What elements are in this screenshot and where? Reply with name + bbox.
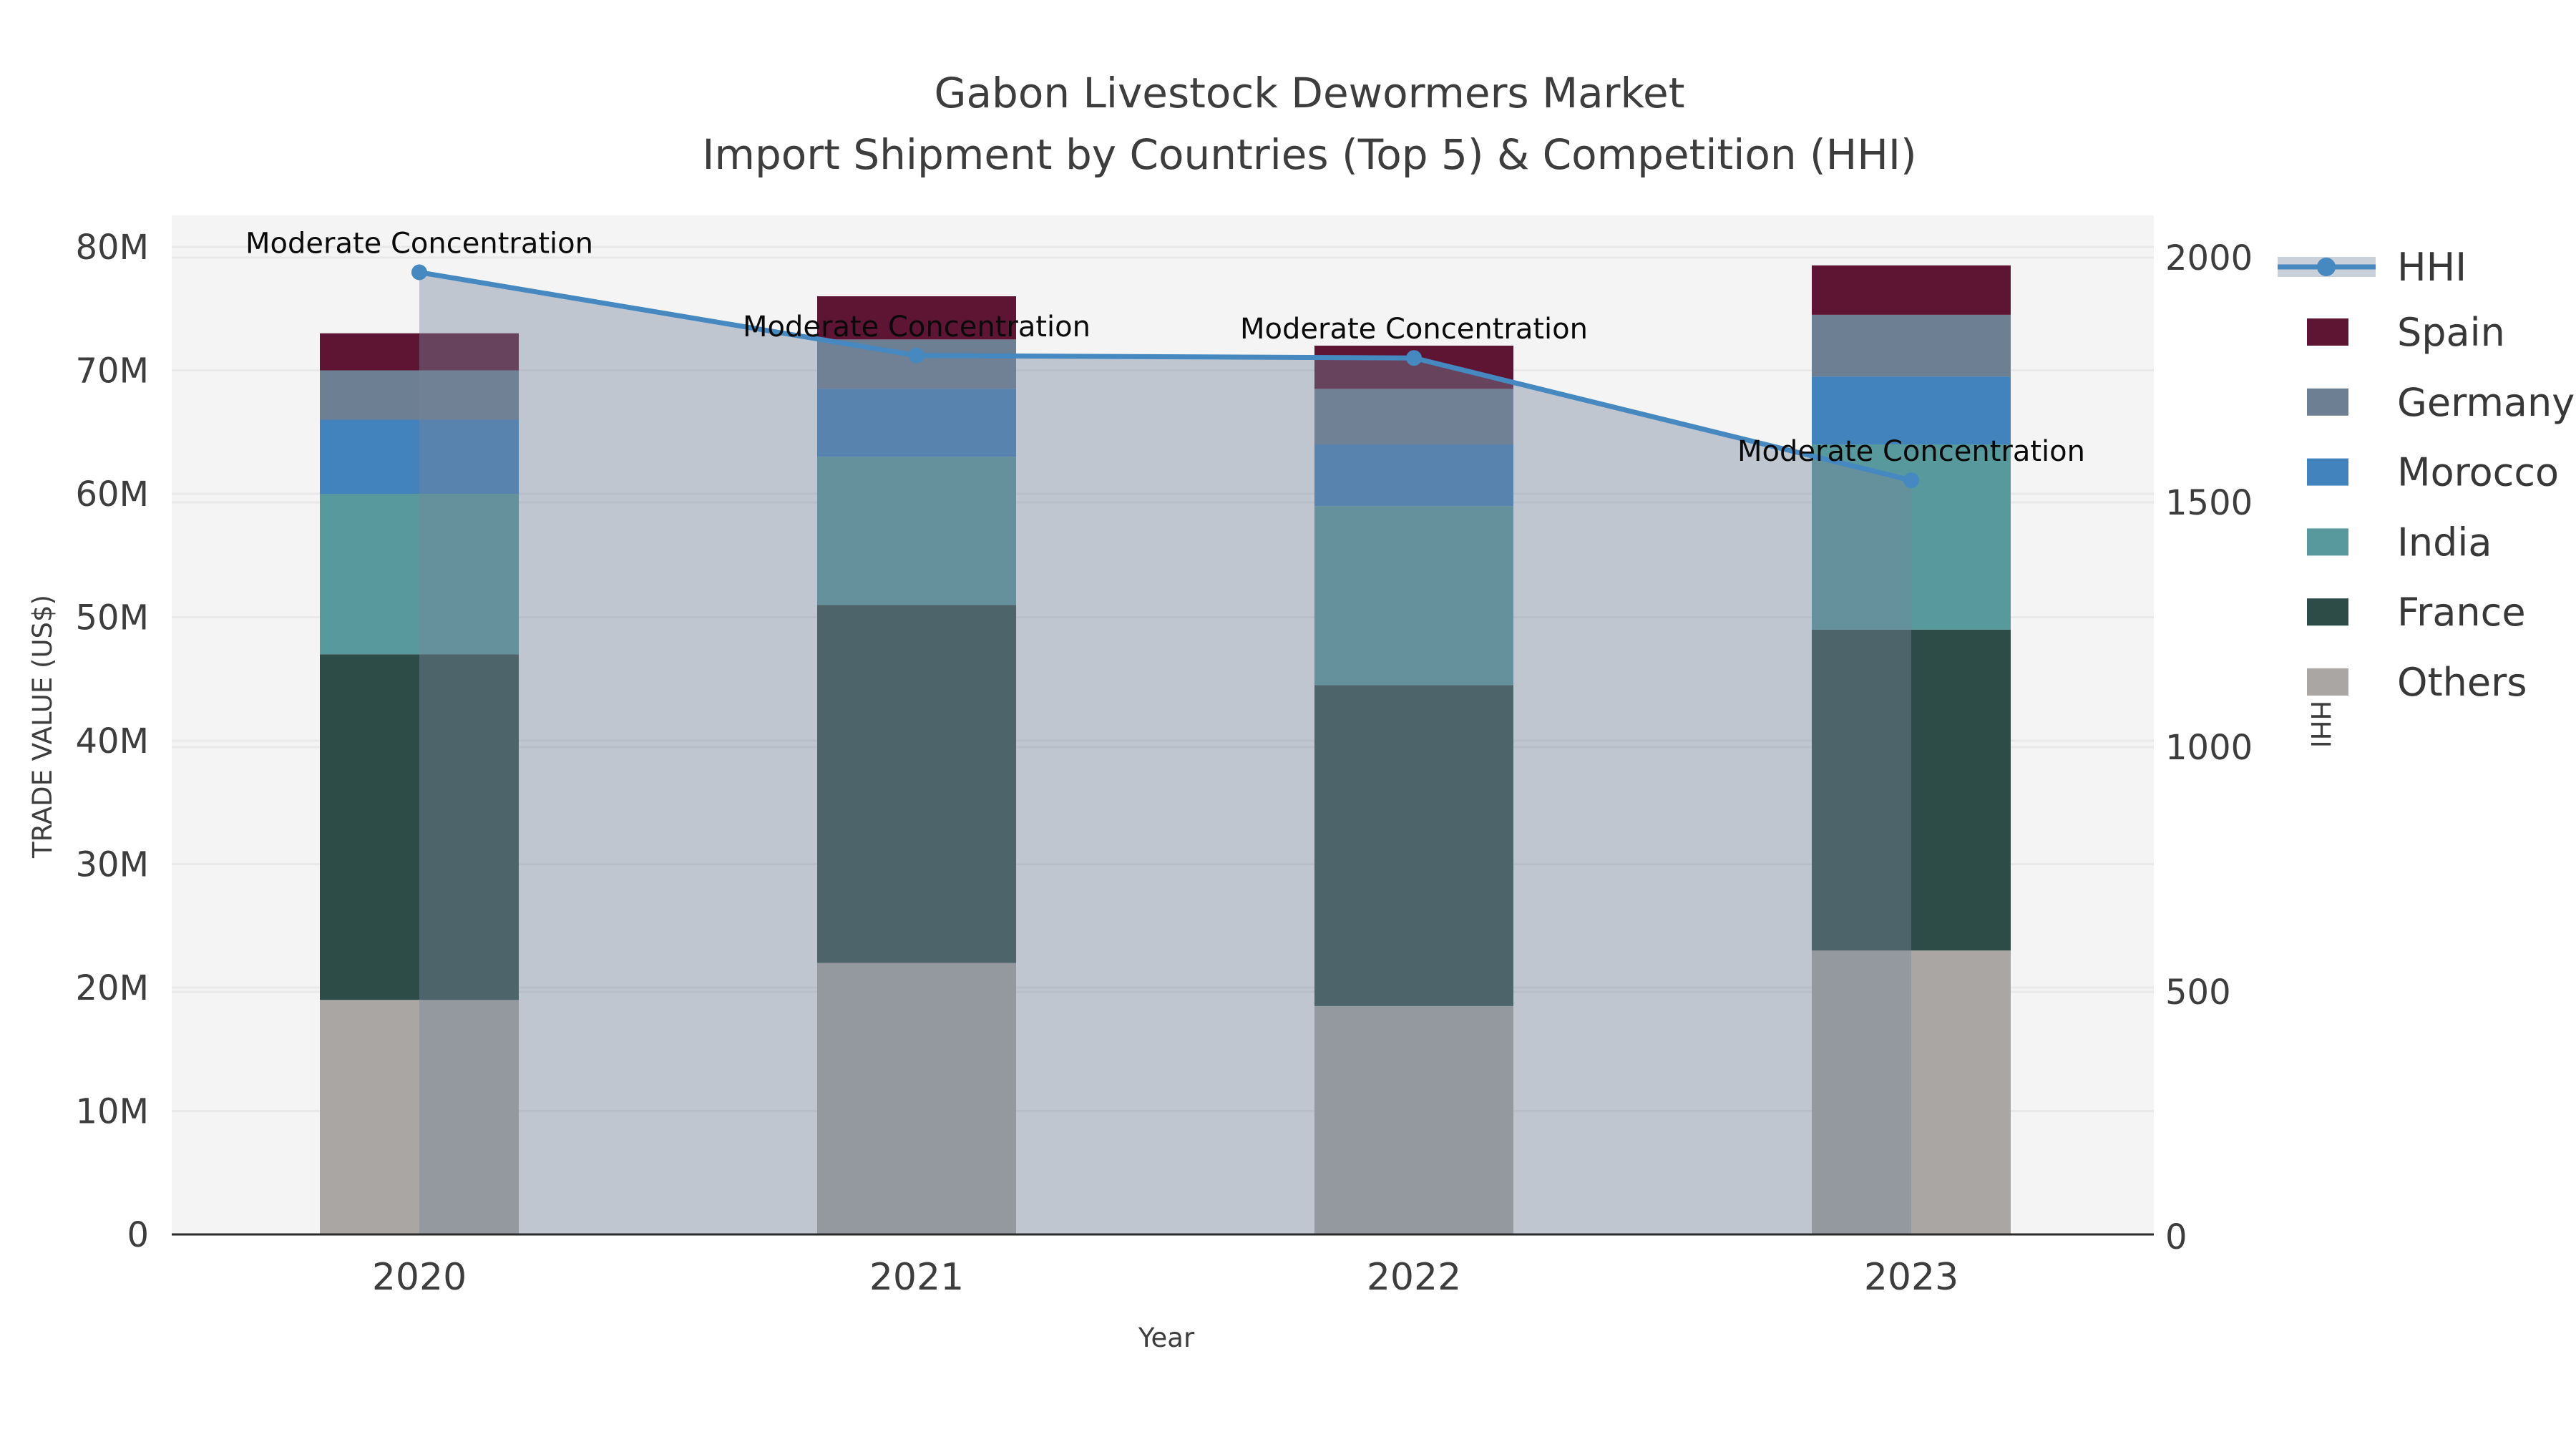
legend-label-morocco: Morocco xyxy=(2397,450,2559,495)
chart-subtitle: Import Shipment by Countries (Top 5) & C… xyxy=(702,130,1916,179)
y-axis-tick-left: 20M xyxy=(76,968,150,1008)
legend-label-germany: Germany xyxy=(2397,380,2575,425)
bar-segment-others-2021 xyxy=(817,963,1016,1234)
bar-segment-france-2021 xyxy=(817,605,1016,963)
hhi-marker-2020 xyxy=(411,264,427,281)
bar-segment-morocco-2023 xyxy=(1812,376,2011,444)
annotation-2020: Moderate Concentration xyxy=(245,228,593,260)
y-axis-tick-right: 0 xyxy=(2165,1217,2187,1257)
bar-segment-india-2020 xyxy=(320,494,519,655)
hhi-marker-2023 xyxy=(1903,472,1919,489)
legend-label-spain: Spain xyxy=(2397,310,2505,355)
bar-segment-france-2023 xyxy=(1812,629,2011,951)
legend: HHI Spain Germany Morocco India France Others xyxy=(2278,245,2575,705)
legend-swatch-others xyxy=(2307,668,2348,696)
x-axis-tick-2023: 2023 xyxy=(1864,1256,1958,1299)
y-axis-tick-left: 50M xyxy=(76,598,150,638)
hhi-line xyxy=(419,270,1912,483)
y-axis-tick-left: 10M xyxy=(76,1092,150,1132)
bar-segment-france-2020 xyxy=(320,654,519,1000)
bar-segment-spain-2023 xyxy=(1812,265,2011,315)
x-axis-tick-2021: 2021 xyxy=(869,1256,964,1299)
y-axis-tick-left: 40M xyxy=(76,721,150,761)
y-axis-tick-right: 2000 xyxy=(2165,238,2253,278)
plot-layer: 0 10M 20M 30M 40M 50M 60M 70M 80M 0 500 1000 1500 200… xyxy=(76,215,2253,1299)
x-axis-tick-2022: 2022 xyxy=(1367,1256,1461,1299)
hhi-area-fill xyxy=(419,272,1911,1234)
y-axis-tick-left: 30M xyxy=(76,845,150,885)
legend-label-hhi: HHI xyxy=(2397,245,2467,290)
y-axis-tick-left: 80M xyxy=(76,228,150,268)
annotation-2021: Moderate Concentration xyxy=(743,311,1091,343)
y-axis-tick-left: 0 xyxy=(127,1215,149,1255)
y-axis-title-left: TRADE VALUE (US$) xyxy=(27,595,58,859)
legend-label-india: India xyxy=(2397,520,2492,565)
y-axis-tick-right: 1500 xyxy=(2165,483,2253,523)
bar-segment-morocco-2022 xyxy=(1314,444,1513,507)
y-axis-tick-left: 60M xyxy=(76,474,150,515)
bar-segment-india-2021 xyxy=(817,457,1016,605)
bar-segment-france-2022 xyxy=(1314,685,1513,1006)
bar-segment-germany-2022 xyxy=(1314,389,1513,444)
bar-segment-spain-2020 xyxy=(320,333,519,371)
y-axis-title-right: HHI xyxy=(2305,701,2336,749)
bar-segment-spain-2021 xyxy=(817,296,1016,340)
x-axis-tick-2020: 2020 xyxy=(372,1256,467,1299)
bar-segment-others-2020 xyxy=(320,1000,519,1234)
bar-segment-india-2022 xyxy=(1314,506,1513,686)
legend-swatch-france xyxy=(2307,598,2348,626)
hhi-marker-2021 xyxy=(909,347,924,364)
legend-swatch-germany xyxy=(2307,388,2348,416)
chart-title: Gabon Livestock Dewormers Market xyxy=(935,69,1685,117)
legend-swatch-morocco xyxy=(2307,458,2348,486)
bar-segment-others-2023 xyxy=(1812,950,2011,1234)
annotation-2023: Moderate Concentration xyxy=(1737,435,2085,468)
hhi-marker-2022 xyxy=(1406,350,1422,366)
y-axis-tick-right: 1000 xyxy=(2165,728,2253,768)
legend-label-france: France xyxy=(2397,590,2526,635)
bar-segment-others-2022 xyxy=(1314,1005,1513,1234)
legend-swatch-spain xyxy=(2307,318,2348,346)
annotation-2022: Moderate Concentration xyxy=(1240,313,1588,346)
bar-segment-morocco-2020 xyxy=(320,419,519,494)
bar-segment-germany-2020 xyxy=(320,370,519,420)
bar-segment-morocco-2021 xyxy=(817,389,1016,457)
bar-segment-germany-2023 xyxy=(1812,314,2011,377)
x-axis-title: Year xyxy=(1138,1322,1195,1353)
y-axis-tick-left: 70M xyxy=(76,351,150,391)
legend-swatch-india xyxy=(2307,528,2348,556)
y-axis-tick-right: 500 xyxy=(2165,973,2231,1013)
legend-swatch-hhi-marker xyxy=(2317,258,2336,276)
legend-label-others: Others xyxy=(2397,660,2527,705)
